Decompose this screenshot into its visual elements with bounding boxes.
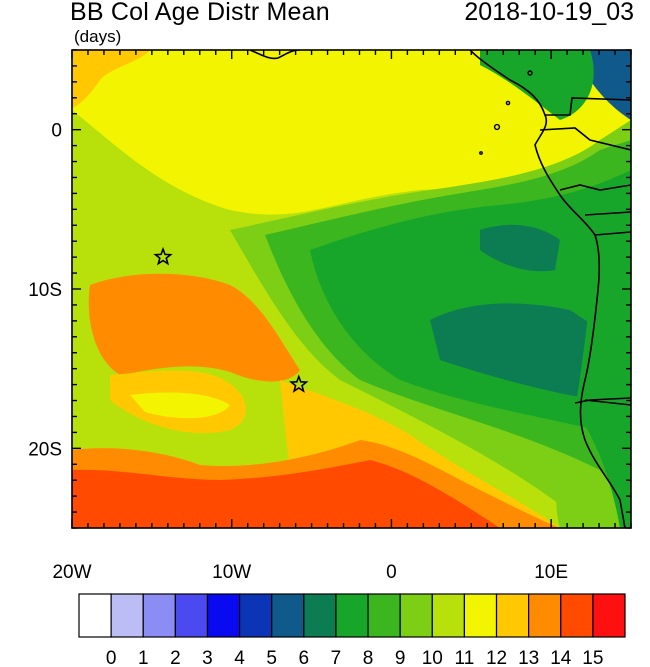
colorbar-box	[463, 593, 498, 638]
colorbar-label: 15	[582, 648, 603, 667]
colorbar: 0 1 2 3 4 5 6 7 8 9 10 11 12 13 14 15	[78, 593, 626, 667]
colorbar-label: 13	[518, 648, 539, 667]
colorbar-label: 9	[395, 648, 406, 667]
colorbar-box	[560, 593, 594, 638]
colorbar-label: 1	[138, 648, 149, 667]
station-markers	[153, 246, 309, 393]
colorbar-box	[110, 593, 144, 638]
coastline	[249, 50, 631, 528]
lat-tick-label: 10S	[28, 280, 62, 301]
lat-tick-label: 0	[51, 121, 62, 142]
colorbar-label: 0	[106, 648, 117, 667]
lat-tick-label: 20S	[28, 439, 62, 460]
colorbar-label: 5	[266, 648, 277, 667]
colorbar-box	[303, 593, 337, 638]
colorbar-label: 2	[170, 648, 181, 667]
lon-tick-label: 0	[386, 562, 397, 583]
datetime-label: 2018-10-19_03	[464, 0, 634, 26]
star-icon	[289, 374, 309, 393]
colorbar-label: 7	[331, 648, 342, 667]
colorbar-label: 12	[486, 648, 507, 667]
colorbar-box	[206, 593, 241, 638]
colorbar-label: 6	[299, 648, 310, 667]
colorbar-box	[495, 593, 530, 638]
colorbar-label: 11	[455, 648, 475, 667]
colorbar-box	[142, 593, 176, 638]
colorbar-box	[271, 593, 305, 638]
lon-tick-label: 10W	[212, 562, 251, 583]
star-icon	[153, 246, 173, 266]
axis-ticks: 20W 10W 0 10E 0 10S 20S	[28, 49, 632, 583]
colorbar-box	[528, 593, 562, 638]
colorbar-label: 14	[550, 648, 572, 667]
colorbar-box	[238, 593, 273, 638]
colorbar-box	[78, 593, 112, 638]
colorbar-label: 10	[422, 648, 443, 667]
units-label: (days)	[74, 27, 122, 46]
lon-tick-label: 20W	[52, 562, 91, 583]
colorbar-label: 3	[202, 648, 213, 667]
colorbar-box	[592, 593, 626, 638]
contour-field	[72, 50, 631, 528]
colorbar-box	[335, 593, 369, 638]
colorbar-box	[399, 593, 433, 638]
lon-tick-label: 10E	[534, 562, 568, 583]
colorbar-label: 4	[234, 648, 245, 667]
colorbar-label: 8	[363, 648, 374, 667]
colorbar-box	[367, 593, 401, 638]
colorbar-box	[431, 593, 466, 638]
islands	[479, 70, 533, 155]
map-title: BB Col Age Distr Mean	[70, 0, 330, 26]
colorbar-box	[174, 593, 209, 638]
